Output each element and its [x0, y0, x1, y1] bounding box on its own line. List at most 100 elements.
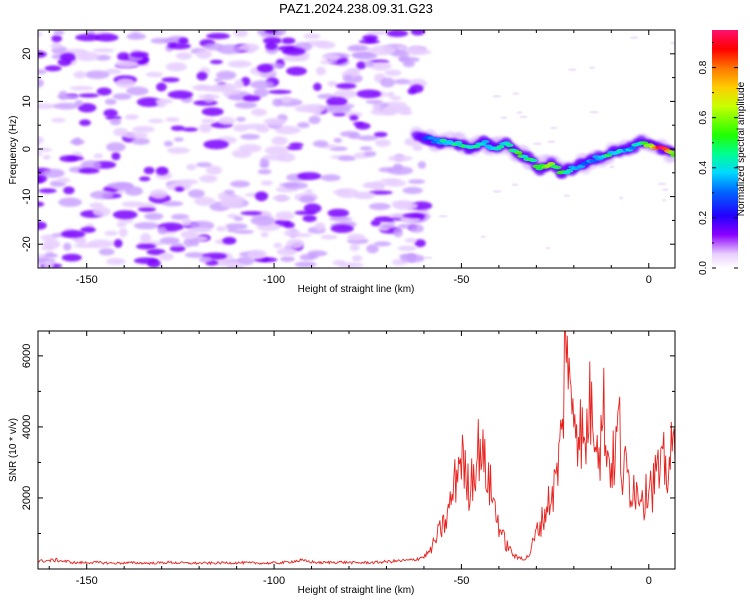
noise-blob: [200, 118, 216, 124]
noise-blob: [312, 140, 329, 148]
noise-speck: [438, 214, 448, 218]
noise-blob: [399, 253, 417, 259]
noise-blob: [347, 233, 366, 241]
noise-blob: [201, 107, 224, 116]
noise-blob: [94, 33, 119, 42]
noise-blob: [368, 190, 393, 195]
noise-blob: [263, 154, 286, 161]
noise-speck: [568, 68, 577, 72]
noise-blob: [315, 66, 326, 76]
noise-blob: [255, 191, 268, 202]
noise-speck: [546, 246, 551, 250]
noise-blob: [180, 230, 199, 239]
noise-blob: [280, 256, 295, 262]
noise-blob: [143, 166, 155, 175]
colorbar-tick-label: 0.4: [698, 160, 709, 174]
noise-blob: [196, 49, 212, 59]
noise-blob: [294, 104, 317, 113]
noise-blob: [263, 37, 282, 45]
noise-blob: [124, 186, 143, 196]
noise-blob: [139, 176, 151, 182]
noise-speck: [670, 41, 675, 45]
noise-blob: [279, 96, 292, 103]
y-tick-label: 4000: [21, 415, 33, 439]
noise-speck: [609, 165, 615, 169]
noise-blob: [165, 62, 187, 72]
noise-blob: [368, 202, 391, 211]
noise-blob: [315, 222, 326, 231]
noise-blob: [330, 224, 354, 233]
noise-blob: [332, 260, 347, 266]
noise-blob: [384, 69, 402, 77]
noise-blob: [250, 80, 275, 90]
signal-core: [667, 150, 675, 155]
noise-blob: [304, 189, 313, 195]
noise-blob: [203, 139, 229, 150]
colorbar: 0.0 0.2 0.4 0.6 0.8 Normalized spectral ampl…: [698, 30, 747, 275]
snr-xlabel: Height of straight line (km): [298, 585, 415, 596]
noise-blob: [345, 111, 363, 118]
noise-blob: [264, 30, 278, 34]
noise-blob: [271, 136, 288, 146]
noise-blob: [116, 222, 127, 228]
noise-blob: [222, 236, 237, 245]
noise-speck: [563, 194, 571, 198]
signal-core: [454, 140, 463, 145]
noise-blob: [132, 125, 155, 133]
x-tick-label: -150: [76, 575, 98, 587]
noise-blob: [280, 37, 296, 45]
noise-blob: [115, 59, 139, 69]
noise-blob: [410, 30, 426, 36]
noise-blob: [356, 61, 367, 70]
noise-blob: [417, 161, 427, 169]
noise-blob: [106, 182, 133, 189]
noise-blob: [256, 125, 270, 133]
noise-blob: [220, 198, 244, 209]
signal-core: [529, 158, 538, 163]
noise-blob: [63, 242, 72, 251]
signal-track: [409, 126, 675, 179]
noise-blob: [159, 237, 180, 245]
noise-blob: [218, 116, 236, 126]
colorbar-ticks: 0.0 0.2 0.4 0.6 0.8: [698, 42, 738, 275]
noise-blob: [61, 230, 86, 238]
noise-speck: [657, 182, 667, 186]
noise-blob: [237, 256, 255, 266]
noise-blob: [313, 82, 322, 91]
noise-blob: [359, 146, 373, 151]
noise-blob: [188, 189, 205, 199]
noise-blob: [233, 30, 248, 38]
noise-blob: [216, 44, 242, 55]
noise-blob: [196, 71, 208, 81]
colorbar-tick-label: 0.8: [698, 60, 709, 74]
noise-blob: [184, 252, 207, 258]
noise-blob: [105, 68, 122, 75]
noise-blob: [156, 82, 167, 92]
noise-blob: [170, 125, 185, 131]
noise-blob: [137, 207, 156, 212]
noise-blob: [294, 261, 317, 268]
noise-speck: [480, 235, 486, 239]
noise-blob: [327, 81, 338, 87]
noise-blob: [372, 102, 381, 112]
noise-blob: [404, 238, 418, 243]
noise-blob: [38, 188, 57, 194]
snr-frame: [37, 330, 676, 570]
noise-blob: [78, 167, 100, 174]
noise-speck: [589, 110, 599, 114]
colorbar-tick-label: 0.0: [698, 261, 709, 275]
signal-core: [496, 145, 505, 149]
noise-blob: [195, 85, 210, 91]
noise-blob: [162, 201, 184, 207]
noise-blob: [144, 212, 164, 221]
noise-blob: [73, 71, 87, 79]
noise-blob: [149, 189, 168, 199]
noise-blob: [89, 202, 104, 209]
noise-speck: [547, 140, 556, 144]
noise-blob: [297, 172, 322, 181]
noise-blob: [163, 140, 174, 147]
noise-blob: [274, 125, 301, 135]
noise-blob: [156, 99, 167, 108]
noise-blob: [209, 59, 223, 65]
noise-blob: [392, 201, 419, 210]
